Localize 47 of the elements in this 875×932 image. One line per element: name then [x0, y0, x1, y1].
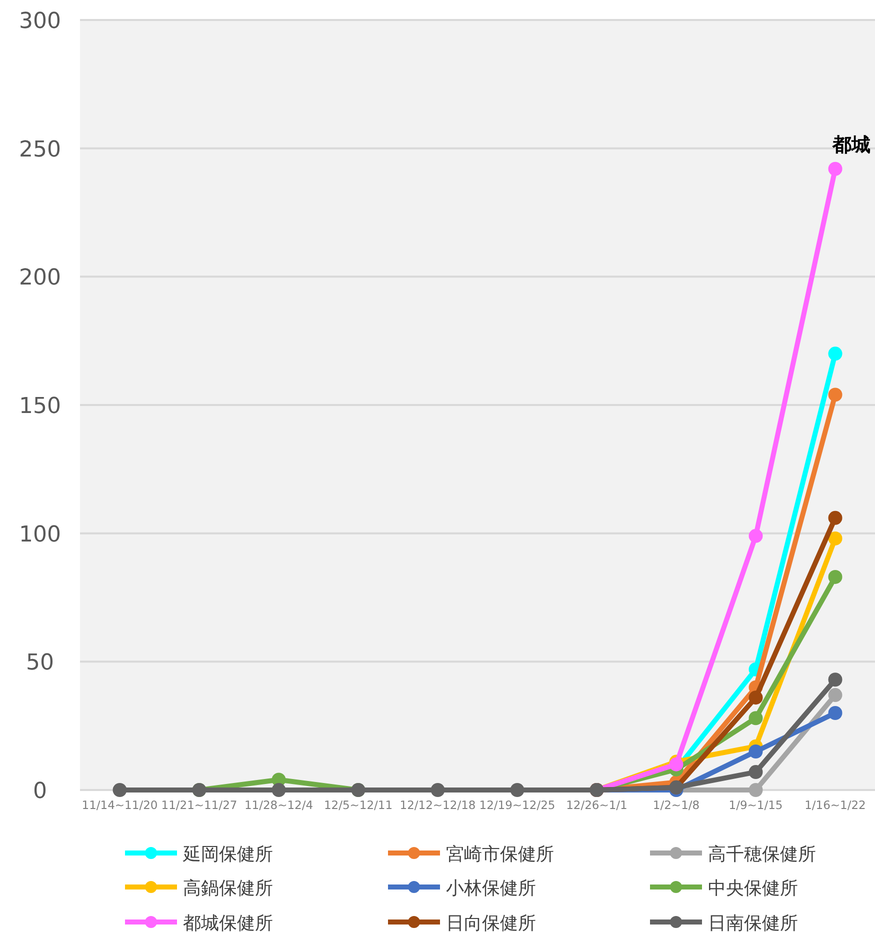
x-tick-label: 1/2~1/8: [652, 798, 700, 812]
x-tick-label: 12/26~1/1: [566, 798, 628, 812]
point: [748, 528, 763, 543]
point: [510, 783, 524, 797]
y-tick-label: 250: [19, 137, 61, 162]
x-tick-label: 12/5~12/11: [324, 798, 393, 812]
x-tick-label: 11/28~12/4: [244, 798, 314, 812]
x-tick-label: 11/14~11/20: [82, 798, 158, 812]
legend-label: 中央保健所: [708, 878, 798, 899]
point: [828, 388, 842, 402]
x-tick-label: 11/21~11/27: [161, 798, 238, 812]
y-tick-label: 0: [33, 779, 47, 804]
point: [748, 744, 763, 758]
point: [748, 711, 763, 726]
point: [828, 531, 842, 546]
point: [828, 510, 842, 525]
point: [828, 570, 842, 584]
legend-label: 延岡保健所: [182, 844, 273, 865]
x-tick-label: 12/12~12/18: [400, 798, 476, 812]
point: [748, 690, 763, 705]
x-tick-label: 12/19~12/25: [479, 798, 556, 812]
annotation: 都城: [831, 134, 870, 156]
point: [828, 672, 842, 687]
y-tick-label: 200: [19, 266, 61, 291]
point: [430, 783, 445, 797]
point: [748, 765, 763, 780]
point: [828, 688, 842, 702]
y-tick-label: 100: [19, 522, 61, 548]
x-tick-label: 1/16~1/22: [804, 798, 866, 812]
legend-label: 都城保健所: [183, 913, 273, 932]
point: [828, 162, 842, 176]
point: [748, 783, 763, 797]
y-tick-label: 50: [26, 650, 54, 676]
y-tick-label: 300: [19, 9, 61, 34]
legend-label: 高千穂保健所: [708, 844, 816, 865]
point: [828, 706, 842, 720]
point: [272, 783, 286, 797]
legend-label: 日向保健所: [446, 913, 536, 932]
point: [828, 346, 842, 361]
legend-label: 宮崎市保健所: [446, 844, 554, 865]
x-tick-label: 1/9~1/15: [728, 798, 783, 812]
legend-label: 高鍋保健所: [183, 878, 273, 899]
point: [112, 783, 127, 797]
legend-label: 日南保健所: [708, 913, 798, 932]
legend-label: 小林保健所: [446, 878, 536, 899]
y-tick-label: 150: [19, 394, 61, 419]
point: [669, 757, 684, 772]
